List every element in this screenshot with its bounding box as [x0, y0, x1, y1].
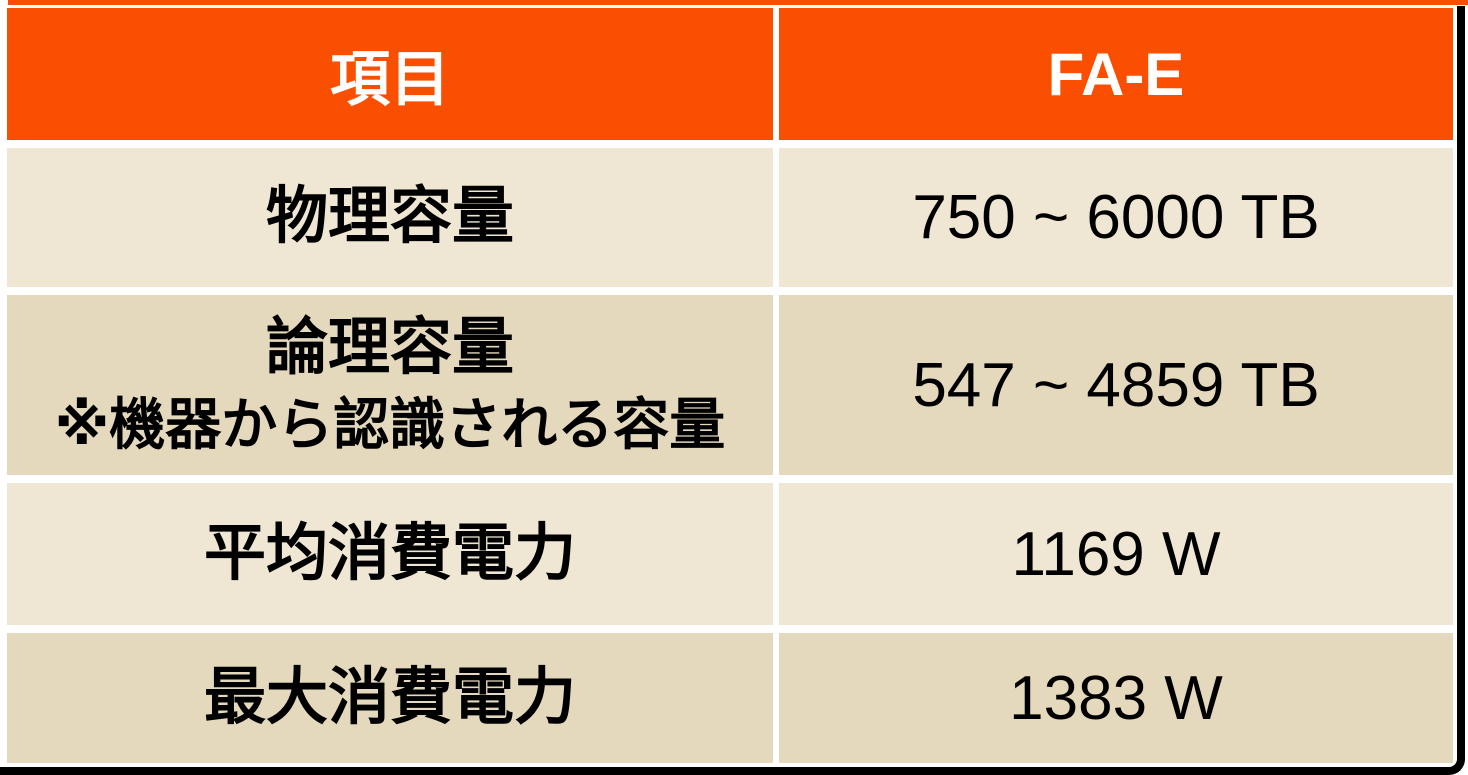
physical-capacity-value-text: 750 ~ 6000 TB: [912, 183, 1320, 252]
spec-table: 項目 FA-E 物理容量 750 ~ 6000 TB 論理容量 ※機器から認識さ…: [7, 8, 1453, 763]
header-item-label: 項目: [330, 45, 450, 113]
header-cell-model: FA-E: [779, 8, 1453, 140]
logical-capacity-label-text: 論理容量: [265, 313, 514, 383]
maximum-power-label-text: 最大消費電力: [203, 662, 576, 732]
maximum-power-value-text: 1383 W: [1009, 663, 1223, 733]
row-physical-capacity-label: 物理容量: [7, 148, 773, 287]
top-orange-strip: [8, 0, 1468, 5]
physical-capacity-label-text: 物理容量: [265, 182, 514, 252]
logical-capacity-value-text: 547 ~ 4859 TB: [912, 350, 1320, 420]
row-average-power-value: 1169 W: [779, 483, 1453, 625]
row-logical-capacity-label: 論理容量 ※機器から認識される容量: [7, 295, 773, 475]
average-power-value-text: 1169 W: [1011, 519, 1221, 589]
row-average-power-label: 平均消費電力: [7, 483, 773, 625]
row-maximum-power-label: 最大消費電力: [7, 633, 773, 763]
header-model-label: FA-E: [1047, 40, 1185, 108]
header-cell-item: 項目: [7, 8, 773, 140]
logical-capacity-note-text: ※機器から認識される容量: [54, 392, 726, 456]
row-maximum-power-value: 1383 W: [779, 633, 1453, 763]
average-power-label-text: 平均消費電力: [203, 518, 576, 588]
row-physical-capacity-value: 750 ~ 6000 TB: [779, 148, 1453, 287]
row-logical-capacity-value: 547 ~ 4859 TB: [779, 295, 1453, 475]
